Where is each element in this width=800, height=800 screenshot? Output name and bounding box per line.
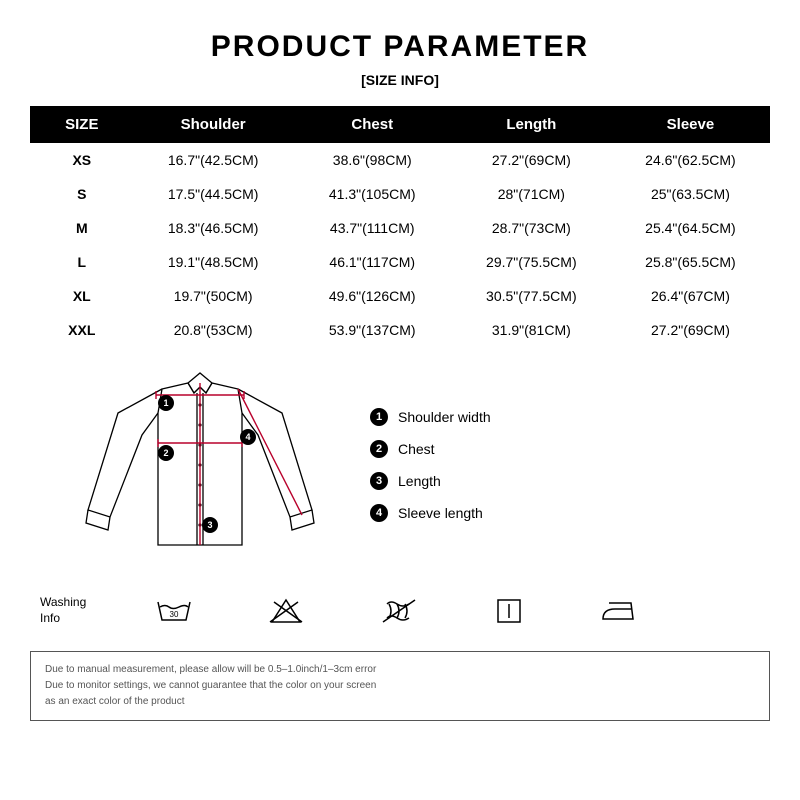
cell: 25.4"(64.5CM) <box>611 211 770 245</box>
svg-text:2: 2 <box>163 448 168 458</box>
cell: 27.2"(69CM) <box>452 143 611 177</box>
legend-marker-icon: 4 <box>370 504 388 522</box>
legend-label: Chest <box>398 441 435 457</box>
diagram-legend: 1 Shoulder width 2 Chest 3 Length 4 Slee… <box>370 408 491 522</box>
table-row: M 18.3"(46.5CM) 43.7"(111CM) 28.7"(73CM)… <box>30 211 770 245</box>
cell-size: L <box>30 245 134 279</box>
table-row: XS 16.7"(42.5CM) 38.6"(98CM) 27.2"(69CM)… <box>30 143 770 177</box>
size-table: SIZE Shoulder Chest Length Sleeve XS 16.… <box>30 106 770 347</box>
cell: 16.7"(42.5CM) <box>134 143 293 177</box>
wash-30-icon: 30 <box>155 596 193 626</box>
cell: 28.7"(73CM) <box>452 211 611 245</box>
col-length: Length <box>452 106 611 143</box>
cell: 41.3"(105CM) <box>293 177 452 211</box>
table-row: S 17.5"(44.5CM) 41.3"(105CM) 28"(71CM) 2… <box>30 177 770 211</box>
cell: 29.7"(75.5CM) <box>452 245 611 279</box>
cell: 49.6"(126CM) <box>293 279 452 313</box>
page-subtitle: [SIZE INFO] <box>30 72 770 88</box>
table-row: XXL 20.8"(53CM) 53.9"(137CM) 31.9"(81CM)… <box>30 313 770 347</box>
cell: 53.9"(137CM) <box>293 313 452 347</box>
cell-size: XL <box>30 279 134 313</box>
cell: 25.8"(65.5CM) <box>611 245 770 279</box>
cell: 30.5"(77.5CM) <box>452 279 611 313</box>
cell: 19.7"(50CM) <box>134 279 293 313</box>
cell: 28"(71CM) <box>452 177 611 211</box>
cell: 20.8"(53CM) <box>134 313 293 347</box>
cell: 17.5"(44.5CM) <box>134 177 293 211</box>
legend-label: Sleeve length <box>398 505 483 521</box>
cell-size: M <box>30 211 134 245</box>
table-body: XS 16.7"(42.5CM) 38.6"(98CM) 27.2"(69CM)… <box>30 143 770 347</box>
cell: 18.3"(46.5CM) <box>134 211 293 245</box>
cell: 46.1"(117CM) <box>293 245 452 279</box>
hang-dry-icon <box>494 596 524 626</box>
table-row: L 19.1"(48.5CM) 46.1"(117CM) 29.7"(75.5C… <box>30 245 770 279</box>
legend-item: 4 Sleeve length <box>370 504 491 522</box>
page-title: PRODUCT PARAMETER <box>30 30 770 64</box>
cell: 24.6"(62.5CM) <box>611 143 770 177</box>
washing-label: Washing Info <box>40 595 100 626</box>
no-wring-icon <box>379 596 419 626</box>
legend-marker-icon: 3 <box>370 472 388 490</box>
disclaimer-box: Due to manual measurement, please allow … <box>30 651 770 721</box>
cell-size: XXL <box>30 313 134 347</box>
cell: 31.9"(81CM) <box>452 313 611 347</box>
col-sleeve: Sleeve <box>611 106 770 143</box>
col-chest: Chest <box>293 106 452 143</box>
disclaimer-line: Due to monitor settings, we cannot guara… <box>45 678 755 694</box>
svg-text:4: 4 <box>245 432 250 442</box>
svg-text:1: 1 <box>163 398 168 408</box>
legend-item: 2 Chest <box>370 440 491 458</box>
cell: 26.4"(67CM) <box>611 279 770 313</box>
legend-item: 1 Shoulder width <box>370 408 491 426</box>
cell-size: S <box>30 177 134 211</box>
washing-info-row: Washing Info 30 <box>30 595 770 626</box>
legend-label: Shoulder width <box>398 409 491 425</box>
shirt-diagram: 1 2 3 4 <box>70 365 330 565</box>
iron-icon <box>599 597 639 625</box>
table-header-row: SIZE Shoulder Chest Length Sleeve <box>30 106 770 143</box>
disclaimer-line: Due to manual measurement, please allow … <box>45 662 755 678</box>
col-size: SIZE <box>30 106 134 143</box>
legend-item: 3 Length <box>370 472 491 490</box>
cell-size: XS <box>30 143 134 177</box>
legend-marker-icon: 2 <box>370 440 388 458</box>
no-bleach-icon <box>268 596 304 626</box>
svg-text:3: 3 <box>207 520 212 530</box>
cell: 25"(63.5CM) <box>611 177 770 211</box>
table-row: XL 19.7"(50CM) 49.6"(126CM) 30.5"(77.5CM… <box>30 279 770 313</box>
legend-label: Length <box>398 473 441 489</box>
col-shoulder: Shoulder <box>134 106 293 143</box>
svg-text:30: 30 <box>170 610 179 619</box>
disclaimer-line: as an exact color of the product <box>45 694 755 710</box>
cell: 27.2"(69CM) <box>611 313 770 347</box>
cell: 43.7"(111CM) <box>293 211 452 245</box>
legend-marker-icon: 1 <box>370 408 388 426</box>
cell: 19.1"(48.5CM) <box>134 245 293 279</box>
cell: 38.6"(98CM) <box>293 143 452 177</box>
